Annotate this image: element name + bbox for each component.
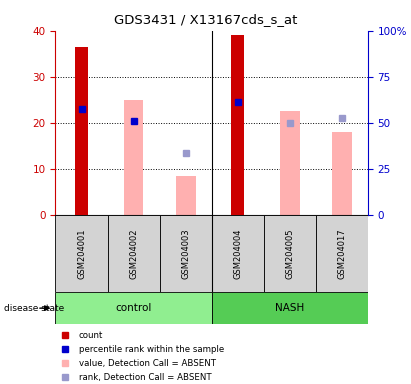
Bar (212, 215, 264, 292)
Bar (55, 215, 108, 292)
Text: value, Detection Call = ABSENT: value, Detection Call = ABSENT (79, 359, 216, 367)
Text: control: control (115, 303, 152, 313)
Text: GSM204001: GSM204001 (77, 228, 86, 279)
Text: GDS3431 / X13167cds_s_at: GDS3431 / X13167cds_s_at (114, 13, 297, 26)
Bar (108, 215, 159, 292)
Bar (124, 100, 143, 215)
Bar (75, 47, 88, 215)
Bar (212, 292, 368, 324)
Bar (159, 215, 212, 292)
Text: GSM204005: GSM204005 (285, 228, 294, 279)
Bar (332, 132, 352, 215)
Text: GSM204002: GSM204002 (129, 228, 138, 279)
Bar (280, 111, 300, 215)
Bar (231, 35, 244, 215)
Text: disease state: disease state (4, 304, 65, 313)
Text: rank, Detection Call = ABSENT: rank, Detection Call = ABSENT (79, 372, 212, 382)
Text: GSM204003: GSM204003 (181, 228, 190, 279)
Text: count: count (79, 331, 104, 340)
Bar (55, 292, 212, 324)
Text: GSM204017: GSM204017 (337, 228, 346, 279)
Bar (176, 176, 196, 215)
Text: NASH: NASH (275, 303, 305, 313)
Bar (316, 215, 368, 292)
Text: GSM204004: GSM204004 (233, 228, 242, 279)
Bar (264, 215, 316, 292)
Text: percentile rank within the sample: percentile rank within the sample (79, 345, 224, 354)
